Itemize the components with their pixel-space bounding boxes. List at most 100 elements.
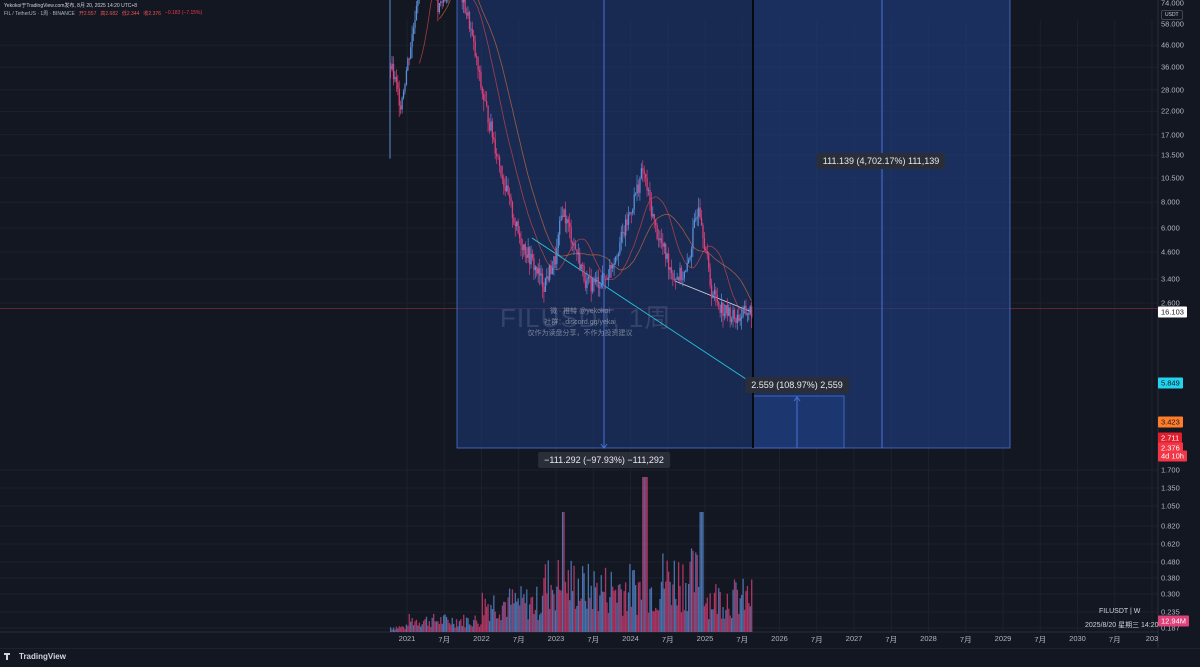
- candle-body: [540, 273, 541, 275]
- candle-body: [528, 247, 529, 258]
- candle-body: [675, 279, 676, 280]
- volume-bar: [440, 617, 441, 632]
- volume-bar: [393, 628, 394, 632]
- candle-body: [469, 12, 470, 29]
- volume-bar: [596, 583, 597, 632]
- volume-bar: [397, 628, 398, 632]
- candle-body: [714, 290, 715, 294]
- volume-bar: [460, 619, 461, 632]
- volume-bar: [634, 570, 635, 632]
- volume-bar: [681, 612, 682, 632]
- measure-label-down[interactable]: −111.292 (−97.93%) −111,292: [538, 452, 670, 468]
- candle-body: [579, 253, 580, 270]
- volume-bar: [674, 561, 675, 632]
- measure-label-small-up[interactable]: 2.559 (108.97%) 2,559: [745, 377, 849, 393]
- volume-bar: [701, 512, 702, 632]
- volume-bar: [528, 619, 529, 632]
- volume-bar: [704, 606, 705, 632]
- candle-body: [642, 168, 643, 170]
- volume-bar: [722, 607, 723, 632]
- volume-bar: [708, 619, 709, 632]
- volume-bar: [615, 590, 616, 632]
- candle-body: [649, 190, 650, 201]
- candle-body: [738, 315, 739, 321]
- candle-body: [486, 101, 487, 105]
- candle-body: [665, 244, 666, 259]
- candle-body: [612, 265, 613, 269]
- candle-body: [576, 249, 577, 254]
- candle-body: [682, 278, 683, 280]
- volume-bar: [406, 625, 407, 632]
- measure-label-big-up[interactable]: 111.139 (4,702.17%) 111,139: [817, 153, 945, 169]
- candle-body: [669, 267, 670, 269]
- candle-body: [505, 187, 506, 191]
- price-axis-label: 0.620: [1161, 540, 1180, 549]
- volume-bar: [443, 615, 444, 632]
- candle-body: [731, 319, 732, 322]
- time-axis-label: 7月: [513, 634, 525, 645]
- candle-body: [476, 56, 477, 57]
- price-axis-label: 0.300: [1161, 590, 1180, 599]
- volume-bar: [390, 627, 391, 632]
- volume-bar: [679, 586, 680, 632]
- candle-body: [742, 309, 743, 316]
- volume-bar: [581, 598, 582, 632]
- volume-bar: [599, 595, 600, 632]
- price-axis-label: 74.000: [1161, 0, 1184, 7]
- volume-bar: [434, 621, 435, 632]
- volume-bar: [744, 610, 745, 632]
- candle-body: [591, 278, 592, 292]
- candle-body: [483, 94, 484, 100]
- candle-body: [477, 57, 478, 70]
- time-axis-label: 7月: [587, 634, 599, 645]
- volume-bar: [505, 602, 506, 632]
- currency-button[interactable]: USDT: [1161, 10, 1183, 20]
- price-axis-label: 1.050: [1161, 502, 1180, 511]
- candle-body: [509, 195, 510, 197]
- candle-body: [652, 214, 653, 216]
- candle-body: [470, 29, 471, 30]
- volume-bar: [688, 584, 689, 632]
- candle-body: [615, 257, 616, 263]
- volume-bar: [437, 621, 438, 632]
- candle-body: [463, 0, 464, 2]
- volume-bar: [409, 614, 410, 632]
- volume-bar: [694, 592, 695, 632]
- candle-body: [499, 157, 500, 166]
- volume-bar: [456, 619, 457, 632]
- candle-body: [608, 278, 609, 280]
- volume-bar: [417, 625, 418, 632]
- symbol-legend[interactable]: FIL / TetherUS · 1周 · BINANCE 开2.557 高2.…: [4, 10, 202, 17]
- volume-bar: [452, 618, 453, 632]
- candle-body: [506, 185, 507, 190]
- candle-body: [442, 2, 443, 3]
- volume-bar: [592, 609, 593, 632]
- volume-bar: [641, 600, 642, 632]
- countdown-tag: 4d 10h: [1158, 451, 1187, 462]
- tradingview-logo[interactable]: TradingView: [4, 652, 66, 661]
- price-axis-label: 0.380: [1161, 574, 1180, 583]
- volume-bar: [619, 584, 620, 632]
- candle-body: [667, 254, 668, 259]
- volume-bar: [535, 610, 536, 632]
- volume-bar: [589, 598, 590, 632]
- price-axis-label: 0.820: [1161, 522, 1180, 531]
- measure-box-down: [457, 0, 753, 448]
- volume-bar: [677, 605, 678, 632]
- volume-bar: [724, 619, 725, 632]
- candle-body: [605, 279, 606, 280]
- watermark-line-2: 社群：discord.gg/yekai: [544, 317, 616, 327]
- candle-body: [694, 220, 695, 228]
- candle-body: [538, 268, 539, 273]
- volume-bar: [490, 605, 491, 632]
- candle-body: [563, 209, 564, 217]
- candle-body: [530, 254, 531, 264]
- price-axis-label: 4.600: [1161, 247, 1180, 256]
- volume-bar: [507, 597, 508, 632]
- volume-bar: [645, 477, 646, 632]
- candle-body: [571, 227, 572, 242]
- candle-body: [658, 239, 659, 240]
- candle-body: [641, 168, 642, 178]
- candle-body: [619, 242, 620, 254]
- candle-body: [624, 232, 625, 236]
